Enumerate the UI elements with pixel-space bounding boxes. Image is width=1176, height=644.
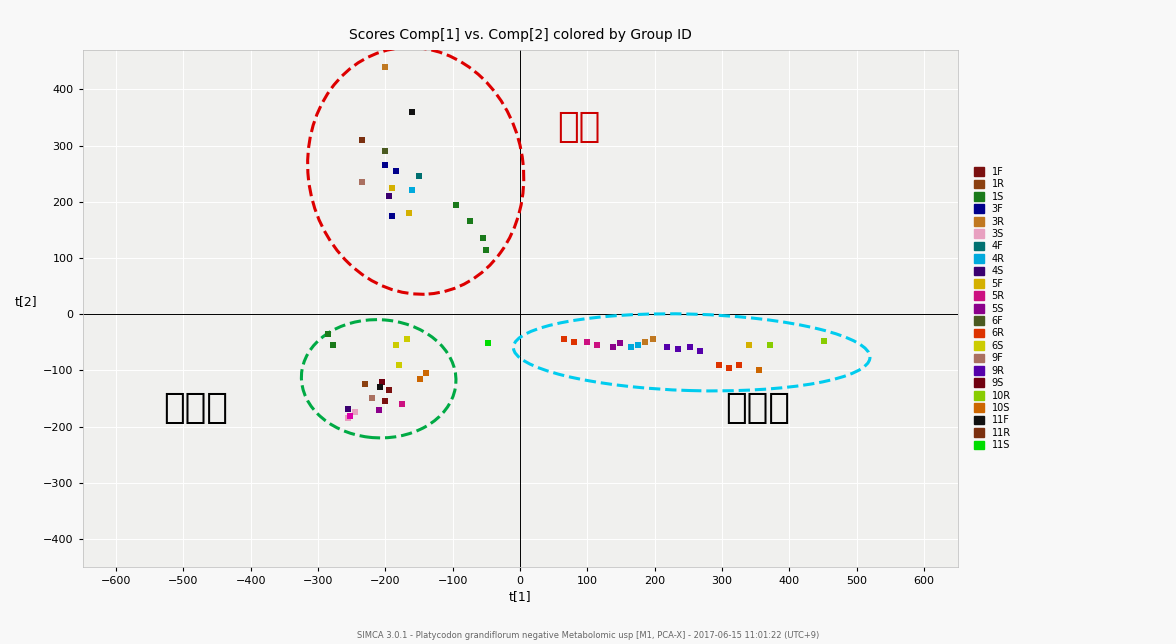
X-axis label: t[1]: t[1] <box>509 591 532 603</box>
Text: 지상부: 지상부 <box>163 391 228 425</box>
Legend: 1F, 1R, 1S, 3F, 3R, 3S, 4F, 4R, 4S, 5F, 5R, 5S, 6F, 6R, 6S, 9F, 9R, 9S, 10R, 10S: 1F, 1R, 1S, 3F, 3R, 3S, 4F, 4R, 4S, 5F, … <box>971 164 1014 453</box>
Y-axis label: t[2]: t[2] <box>15 296 38 308</box>
Text: 지하부: 지하부 <box>726 391 790 425</box>
Title: Scores Comp[1] vs. Comp[2] colored by Group ID: Scores Comp[1] vs. Comp[2] colored by Gr… <box>348 28 691 42</box>
Text: SIMCA 3.0.1 - Platycodon grandiflorum negative Metabolomic usp [M1, PCA-X] - 201: SIMCA 3.0.1 - Platycodon grandiflorum ne… <box>356 630 820 639</box>
Text: 꽃대: 꽃대 <box>557 110 600 144</box>
